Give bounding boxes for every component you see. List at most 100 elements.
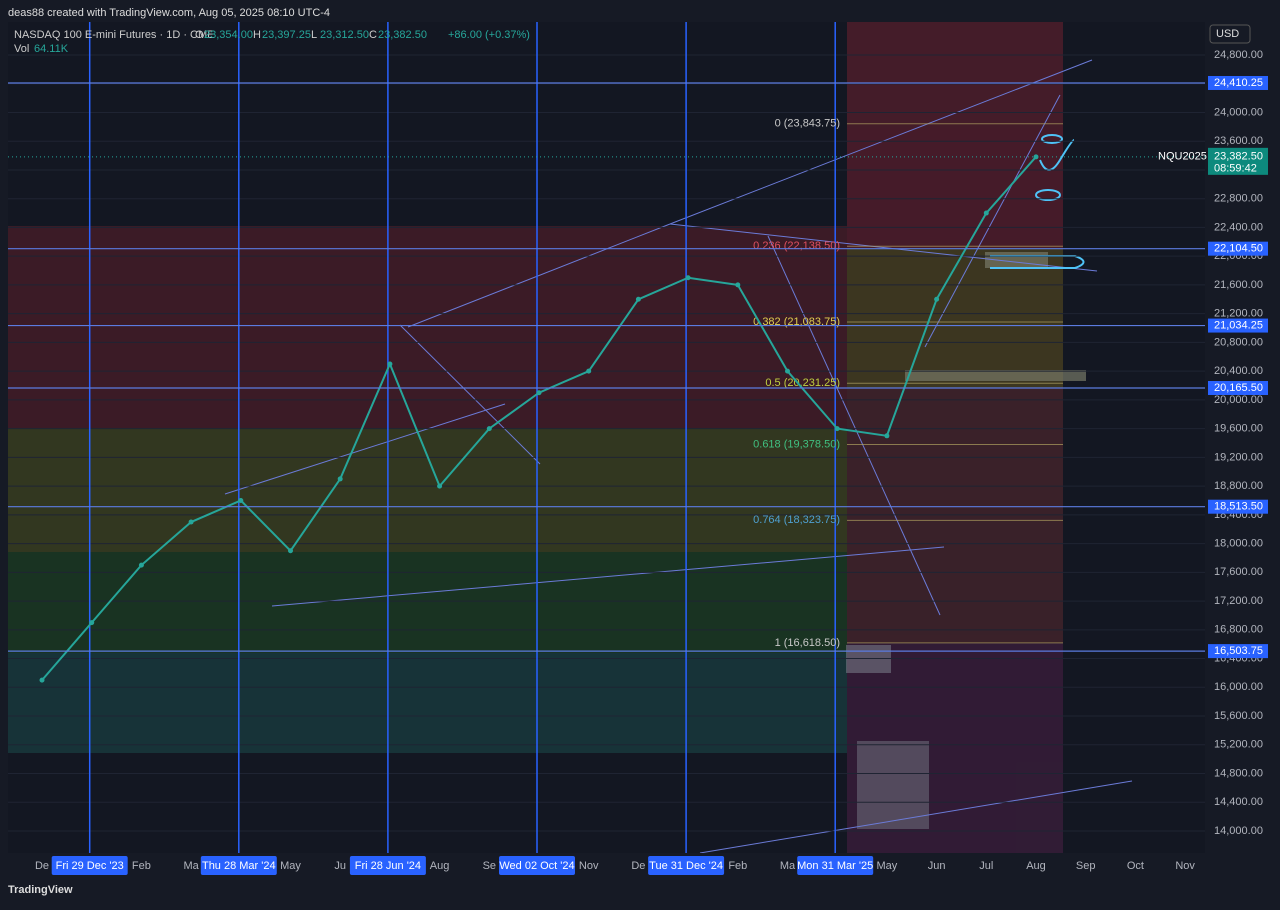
y-tick-label: 14,800.00 <box>1214 767 1263 779</box>
x-tick-label: Sep <box>1076 860 1096 872</box>
date-badge <box>200 856 277 875</box>
zone <box>847 22 1063 248</box>
x-tick-label: May <box>280 860 301 872</box>
y-tick-label: 15,600.00 <box>1214 710 1263 722</box>
y-tick-label: 17,200.00 <box>1214 595 1263 607</box>
brand: TradingView <box>8 884 73 896</box>
ohlc-name: C <box>369 29 377 41</box>
x-tick-label: Jun <box>928 860 946 872</box>
price-point <box>934 296 940 302</box>
volume-name: Vol <box>14 43 29 55</box>
last-price: 23,382.50 <box>1214 151 1263 163</box>
price-level-label: 24,410.25 <box>1214 77 1263 89</box>
trendline <box>699 780 1133 854</box>
x-tick-label: Feb <box>132 860 151 872</box>
last-price-box <box>1208 147 1268 175</box>
price-level-box <box>1208 318 1268 333</box>
y-tick-label: 22,800.00 <box>1214 193 1263 205</box>
box <box>905 370 1086 381</box>
price-level-label: 16,503.75 <box>1214 645 1263 657</box>
x-tick-label: Nov <box>1175 860 1195 872</box>
price-level-box <box>1208 241 1268 256</box>
marker <box>1039 139 1075 171</box>
price-point <box>785 368 790 374</box>
marker <box>1035 189 1061 201</box>
price-point <box>288 548 293 554</box>
x-tick-label: Ju <box>334 860 346 872</box>
x-tick-label: Feb <box>728 860 747 872</box>
legend-entry: NQU2025 <box>1158 151 1207 163</box>
x-tick-label: May <box>877 860 898 872</box>
drawings <box>224 59 1133 854</box>
price-level-box <box>1208 75 1268 90</box>
fib-label: 0.236 (22,138.50) <box>753 240 840 252</box>
y-tick-label: 22,400.00 <box>1214 221 1263 233</box>
x-tick-label: Oct <box>1127 860 1144 872</box>
price-point <box>437 483 443 489</box>
y-tick-label: 16,800.00 <box>1214 624 1263 636</box>
price-point <box>486 426 492 432</box>
zone <box>8 653 847 753</box>
price-point <box>387 361 393 367</box>
zone <box>847 643 1063 853</box>
fib-label: 0.764 (18,323.75) <box>753 514 840 526</box>
price-level-label: 22,104.50 <box>1214 243 1263 255</box>
y-tick-label: 20,000.00 <box>1214 394 1263 406</box>
date-badge <box>499 856 575 875</box>
y-tick-label: 20,800.00 <box>1214 336 1263 348</box>
y-tick-label: 14,400.00 <box>1214 796 1263 808</box>
date-badge-label: Thu 28 Mar '24 <box>202 860 276 872</box>
x-tick-label: Ma <box>183 860 199 872</box>
price-point <box>685 275 691 281</box>
volume: 64.11K <box>34 43 69 55</box>
price-point <box>337 476 343 482</box>
currency: USD <box>1216 28 1239 40</box>
price-level-box <box>1208 380 1268 395</box>
ohlc-value: 23,382.50 <box>378 29 427 41</box>
zone <box>8 428 847 552</box>
x-tick-label: Aug <box>1026 860 1046 872</box>
price-point <box>983 210 989 216</box>
marker <box>1041 134 1063 144</box>
price-point <box>138 562 144 568</box>
price-level-label: 18,513.50 <box>1214 501 1263 513</box>
ohlc-name: H <box>253 29 261 41</box>
y-tick-label: 17,600.00 <box>1214 566 1263 578</box>
date-badge <box>648 856 725 875</box>
x-tick-label: De <box>35 860 49 872</box>
y-tick-label: 16,000.00 <box>1214 681 1263 693</box>
trendline <box>767 235 941 616</box>
change: +86.00 (+0.37%) <box>448 29 530 41</box>
y-tick-label: 24,000.00 <box>1214 106 1263 118</box>
date-badge-label: Mon 31 Mar '25 <box>797 860 873 872</box>
fib-label: 0.5 (20,231.25) <box>765 377 840 389</box>
price-level-label: 21,034.25 <box>1214 319 1263 331</box>
price-point <box>884 433 890 439</box>
price-point <box>39 677 45 683</box>
y-tick-label: 19,600.00 <box>1214 423 1263 435</box>
date-badge-label: Tue 31 Dec '24 <box>649 860 723 872</box>
price-level-box <box>1208 499 1268 514</box>
layer: 0 (23,843.75) 0.236 (22,138.50) 0.382 (21,… <box>8 22 1205 853</box>
currency-box <box>1209 24 1251 44</box>
y-tick-label: 19,200.00 <box>1214 451 1263 463</box>
date-badge <box>51 856 128 875</box>
fib-label: 0 (23,843.75) <box>775 118 840 130</box>
price-level-label: 20,165.50 <box>1214 382 1263 394</box>
date-badge <box>349 856 426 875</box>
ohlc-value: 23,397.25 <box>262 29 311 41</box>
zone <box>847 248 1063 388</box>
trendline <box>924 94 1061 348</box>
x-tick-label: Ma <box>780 860 796 872</box>
trendline <box>669 59 1093 225</box>
date-badge-label: Wed 02 Oct '24 <box>499 860 574 872</box>
y-tick-label: 14,000.00 <box>1214 825 1263 837</box>
x-tick-label: Jul <box>979 860 993 872</box>
box <box>857 741 929 829</box>
price-point <box>586 368 592 374</box>
trendline <box>271 546 945 607</box>
zones <box>8 22 1086 853</box>
price-point <box>735 282 741 288</box>
trendline <box>407 223 671 328</box>
